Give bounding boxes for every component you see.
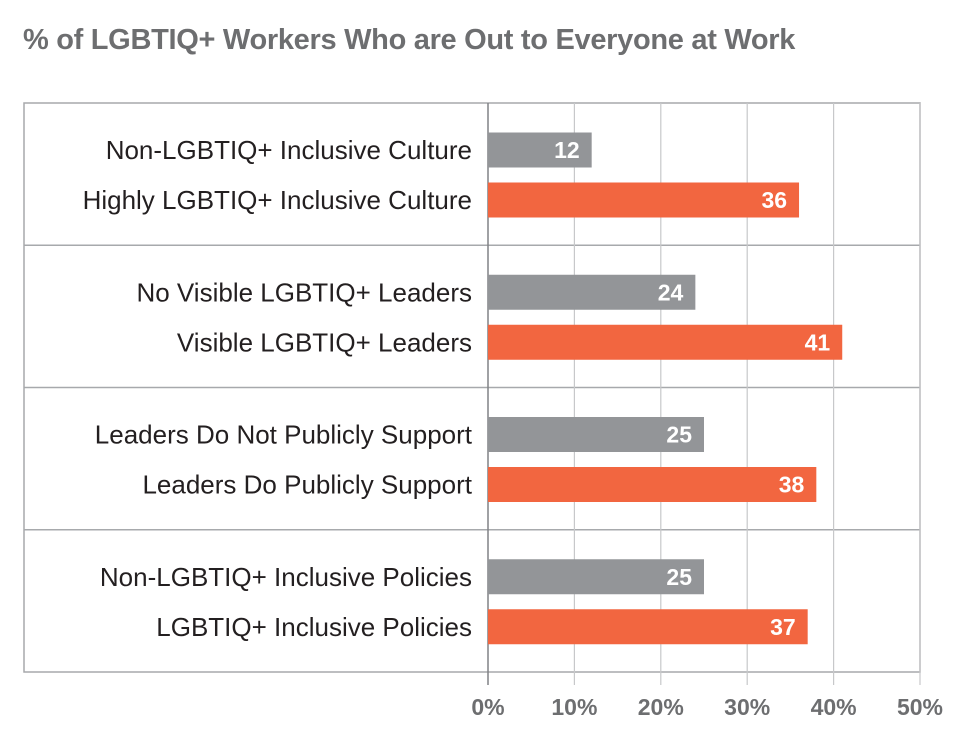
category-label: Non-LGBTIQ+ Inclusive Culture — [106, 135, 472, 165]
bar-inclusive — [488, 182, 800, 218]
x-tick-label: 20% — [638, 694, 684, 720]
category-label: Visible LGBTIQ+ Leaders — [177, 327, 472, 357]
bar-value-label: 12 — [554, 137, 580, 163]
bars: 12 36 24 41 25 38 25 37 — [488, 132, 843, 645]
bar-inclusive — [488, 467, 817, 502]
category-label: Non-LGBTIQ+ Inclusive Policies — [100, 562, 472, 592]
bar-value-label: 36 — [761, 187, 787, 213]
bar-comparison — [488, 559, 704, 595]
bar-value-label: 24 — [658, 279, 684, 305]
category-labels: Non-LGBTIQ+ Inclusive Culture Highly LGBT… — [83, 135, 473, 642]
x-tick-label: 40% — [811, 694, 857, 720]
bar-inclusive — [488, 609, 808, 645]
category-label: Leaders Do Not Publicly Support — [95, 420, 473, 450]
bar-comparison — [488, 132, 592, 168]
x-tick-label: 10% — [551, 694, 597, 720]
bar-value-label: 37 — [770, 614, 796, 640]
bar-inclusive — [488, 324, 843, 360]
bar-value-label: 25 — [666, 422, 692, 448]
category-label: Highly LGBTIQ+ Inclusive Culture — [83, 185, 472, 215]
bar-value-label: 41 — [805, 329, 831, 355]
bar-comparison — [488, 417, 704, 452]
bar-value-label: 25 — [666, 564, 692, 590]
x-tick-label: 30% — [724, 694, 770, 720]
chart-frame — [23, 102, 921, 673]
chart-title: % of LGBTIQ+ Workers Who are Out to Ever… — [23, 24, 796, 56]
x-tick-label: 0% — [471, 694, 504, 720]
category-label: No Visible LGBTIQ+ Leaders — [136, 277, 472, 307]
x-tick-label: 50% — [897, 694, 943, 720]
category-label: Leaders Do Publicly Support — [142, 470, 472, 500]
bar-comparison — [488, 274, 696, 310]
category-label: LGBTIQ+ Inclusive Policies — [156, 612, 472, 642]
bar-value-label: 38 — [779, 472, 805, 498]
x-axis-ticks: 0% 10% 20% 30% 40% 50% — [471, 694, 943, 720]
